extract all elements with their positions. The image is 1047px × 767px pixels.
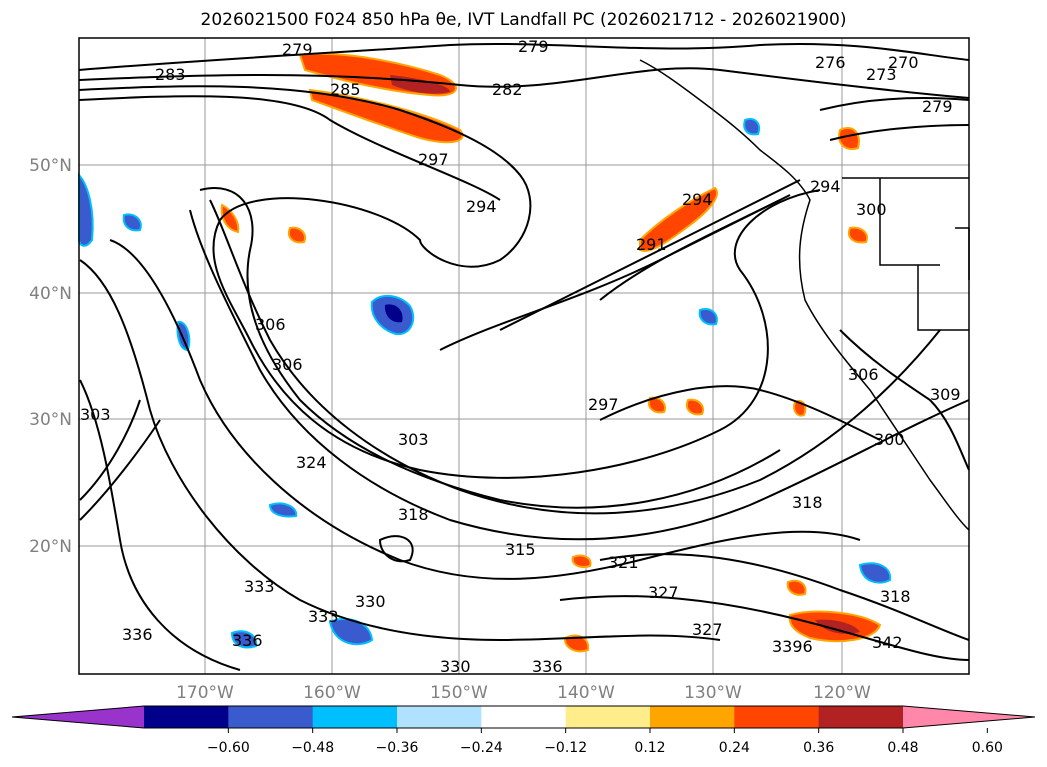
contour-label: 303 — [80, 405, 111, 424]
contour-label: 318 — [880, 587, 911, 606]
coastline — [639, 59, 970, 531]
contour-label: 324 — [296, 453, 327, 472]
colorbar-segment — [650, 706, 735, 728]
colorbar-extend-high — [903, 706, 1035, 728]
lon-label: 160°W — [303, 683, 361, 703]
contour-label: 279 — [922, 97, 953, 116]
contour-label: 342 — [872, 633, 903, 652]
contour-label: 270 — [888, 53, 919, 72]
lat-label: 20°N — [29, 537, 72, 557]
lat-label: 50°N — [29, 156, 72, 176]
contour-label: 309 — [930, 385, 961, 404]
contour-label: 297 — [588, 395, 619, 414]
contour-label: 327 — [692, 620, 723, 639]
colorbar-extend-low — [12, 706, 144, 728]
lat-label: 40°N — [29, 284, 72, 304]
contour-label: 294 — [810, 177, 841, 196]
contour-label: 3396 — [772, 637, 813, 656]
colorbar: −0.60 −0.48 −0.36 −0.24 −0.12 0.12 0.24 0.36 0.4… — [11, 705, 1036, 756]
colorbar-tick-label: −0.36 — [376, 740, 419, 756]
colorbar-segment — [481, 706, 567, 728]
contour-label: 273 — [866, 65, 897, 84]
contour-label: 336 — [122, 625, 153, 644]
colorbar-segment — [818, 706, 904, 728]
map-frame — [78, 37, 970, 675]
colorbar-tick-label: −0.12 — [544, 740, 587, 756]
contour-label: 330 — [355, 592, 386, 611]
colorbar-segment — [734, 706, 820, 728]
colorbar-tick-label: −0.48 — [291, 740, 334, 756]
contour-label: 279 — [282, 40, 313, 59]
contour-label: 294 — [466, 197, 497, 216]
colorbar-tick-label: −0.60 — [207, 740, 250, 756]
contour-label: 336 — [532, 657, 563, 676]
contour-label: 294 — [682, 190, 713, 209]
map-panel: 279 279 283 285 282 276 273 270 279 297 … — [78, 37, 970, 676]
contour-label: 291 — [636, 235, 667, 254]
positive-anomaly-regions — [220, 52, 882, 653]
latitude-labels: 50°N 40°N 30°N 20°N — [29, 156, 72, 557]
colorbar-tick-label: −0.24 — [460, 740, 503, 756]
colorbar-segment — [144, 706, 229, 728]
contour-label: 321 — [608, 553, 639, 572]
contour-label: 333 — [308, 607, 339, 626]
colorbar-tick-label: 0.24 — [719, 740, 750, 756]
colorbar-segment — [228, 706, 314, 728]
contour-label: 336 — [232, 631, 263, 650]
contour-label: 297 — [418, 150, 449, 169]
contour-label: 306 — [848, 365, 879, 384]
contour-label: 315 — [505, 540, 536, 559]
lat-label: 30°N — [29, 410, 72, 430]
contour-label: 306 — [255, 315, 286, 334]
lon-label: 140°W — [557, 683, 615, 703]
colorbar-segment — [565, 706, 651, 728]
colorbar-tick-label: 0.36 — [803, 740, 834, 756]
colorbar-tick-label: 0.48 — [887, 740, 918, 756]
contour-label: 303 — [398, 430, 429, 449]
contour-label: 300 — [856, 200, 887, 219]
contour-label: 276 — [815, 53, 846, 72]
colorbar-tick-label: 0.12 — [634, 740, 665, 756]
contour-label: 330 — [440, 657, 471, 676]
contour-label: 333 — [244, 577, 275, 596]
colorbar-segment — [312, 706, 398, 728]
longitude-labels: 170°W 160°W 150°W 140°W 130°W 120°W — [176, 683, 871, 703]
theta-e-contours — [78, 42, 970, 671]
contour-label: 318 — [792, 493, 823, 512]
contour-label: 306 — [272, 355, 303, 374]
contour-label: 327 — [648, 583, 679, 602]
lon-label: 130°W — [684, 683, 742, 703]
contour-label: 282 — [492, 80, 523, 99]
lon-label: 120°W — [813, 683, 871, 703]
contour-label: 285 — [330, 80, 361, 99]
contour-label: 279 — [518, 37, 549, 56]
colorbar-segment — [397, 706, 482, 728]
contour-label: 283 — [155, 65, 186, 84]
contour-labels: 279 279 283 285 282 276 273 270 279 297 … — [80, 37, 961, 676]
map-title: 2026021500 F024 850 hPa θe, IVT Landfall… — [200, 10, 847, 30]
lon-label: 150°W — [430, 683, 488, 703]
colorbar-tick-label: 0.60 — [972, 740, 1003, 756]
lon-label: 170°W — [176, 683, 234, 703]
contour-label: 318 — [398, 505, 429, 524]
contour-label: 300 — [874, 430, 905, 449]
colorbar-outline — [11, 705, 1036, 729]
